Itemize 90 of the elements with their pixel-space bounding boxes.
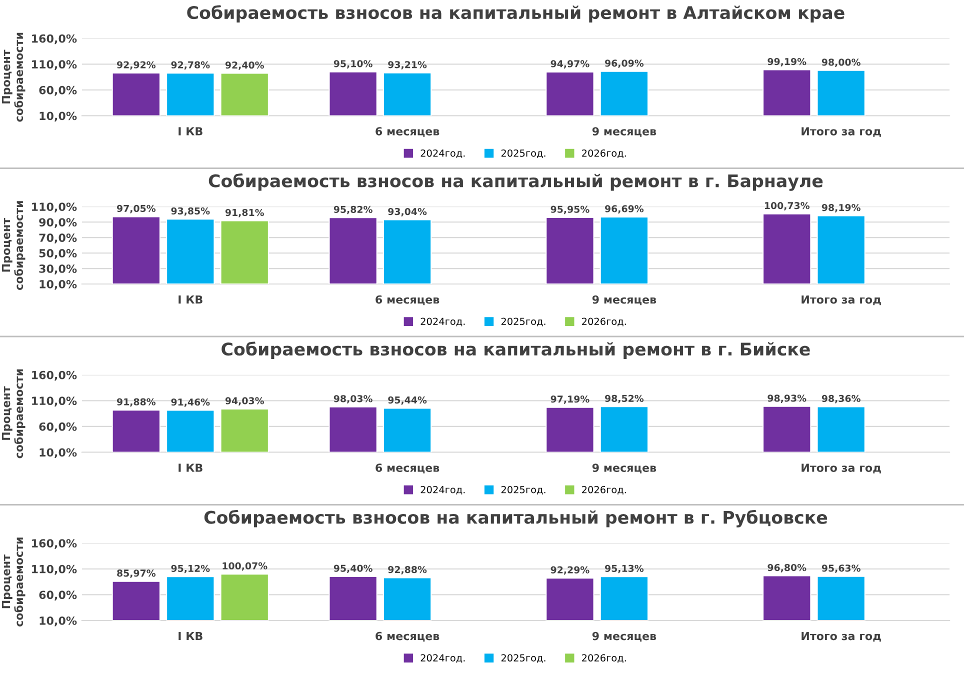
chart-title: Собираемость взносов на капитальный ремонт в г. Бийске	[222, 342, 810, 360]
data-label: 95,13%	[605, 564, 644, 574]
data-label: 96,69%	[605, 205, 644, 214]
y-tick-label: 160,0%	[32, 34, 77, 44]
data-label: 93,04%	[388, 208, 427, 216]
data-label: 95,63%	[822, 564, 860, 573]
x-tick-label: 6 месяцев	[376, 464, 440, 474]
data-label: 98,52%	[605, 394, 644, 404]
legend-label: 2025год.	[501, 149, 546, 158]
y-axis-title: Процент собираемости	[2, 538, 26, 626]
data-label: 98,36%	[822, 394, 860, 404]
x-tick-label: Итого за год	[802, 127, 881, 137]
data-label: 92,78%	[171, 61, 210, 70]
data-label: 92,88%	[388, 566, 427, 574]
y-tick-label: 30,0%	[39, 264, 77, 274]
data-label: 95,82%	[334, 206, 372, 214]
chart-title: Собираемость взносов на капитальный ремонт в Алтайском крае	[187, 5, 844, 23]
x-tick-label: 6 месяцев	[376, 295, 440, 306]
y-axis-title: Процент собираемости	[2, 201, 26, 290]
chart-title: Собираемость взносов на капитальный ремонт в г. Барнауле	[208, 173, 823, 191]
data-label: 100,07%	[222, 562, 268, 571]
y-tick-label: 110,0%	[32, 396, 77, 406]
legend-label: 2024год.	[420, 654, 465, 663]
x-tick-label: Итого за год	[802, 295, 881, 306]
data-label: 97,19%	[550, 396, 590, 404]
y-tick-label: 110,0%	[32, 564, 77, 575]
legend-label: 2026год.	[582, 654, 626, 663]
x-tick-label: Итого за год	[802, 464, 881, 474]
legend-label: 2026год.	[582, 486, 626, 495]
x-tick-label: 6 месяцев	[376, 127, 440, 137]
data-label: 92,29%	[550, 566, 590, 575]
data-label: 95,40%	[334, 564, 372, 574]
x-tick-label: I КВ	[178, 295, 202, 304]
y-axis-title: Процент собираемости	[2, 32, 26, 122]
y-tick-label: 160,0%	[32, 539, 77, 549]
data-label: 98,00%	[822, 58, 860, 67]
data-label: 92,92%	[116, 61, 156, 70]
data-label: 85,97%	[117, 570, 156, 578]
y-tick-label: 60,0%	[39, 86, 77, 96]
legend-label: 2025год.	[501, 654, 546, 663]
data-label: 91,81%	[225, 208, 264, 218]
y-tick-label: 60,0%	[39, 422, 77, 432]
y-tick-label: 50,0%	[39, 249, 77, 259]
y-tick-label: 90,0%	[39, 218, 77, 228]
data-label: 91,88%	[116, 398, 156, 407]
x-tick-label: I КВ	[178, 127, 202, 136]
y-tick-label: 10,0%	[40, 112, 77, 122]
y-tick-label: 160,0%	[32, 370, 77, 381]
legend-label: 2024год.	[420, 149, 465, 158]
data-label: 94,97%	[550, 60, 590, 69]
x-tick-label: 9 месяцев	[592, 632, 656, 642]
x-tick-label: 6 месяцев	[376, 632, 440, 642]
y-tick-label: 110,0%	[32, 60, 77, 70]
data-label: 93,85%	[171, 207, 210, 216]
y-tick-label: 70,0%	[39, 234, 77, 244]
data-label: 93,21%	[388, 61, 427, 70]
legend-label: 2026год.	[582, 149, 626, 158]
y-tick-label: 110,0%	[32, 202, 77, 212]
legend-label: 2024год.	[420, 486, 465, 495]
y-tick-label: 10,0%	[40, 616, 77, 626]
data-label: 95,95%	[550, 206, 590, 214]
data-label: 94,03%	[225, 397, 264, 406]
x-tick-label: 9 месяцев	[592, 464, 656, 474]
data-label: 95,12%	[171, 564, 210, 574]
chart-title: Собираемость взносов на капитальный ремонт в г. Рубцовске	[204, 510, 828, 528]
data-label: 100,73%	[764, 202, 810, 210]
legend-label: 2024год.	[420, 318, 465, 326]
data-label: 95,10%	[334, 60, 372, 68]
legend-label: 2025год.	[501, 318, 546, 326]
data-label: 97,05%	[116, 204, 156, 214]
y-tick-label: 10,0%	[40, 448, 77, 458]
data-label: 98,93%	[768, 394, 806, 403]
data-label: 92,40%	[225, 61, 264, 70]
data-label: 96,80%	[768, 564, 806, 572]
y-tick-label: 60,0%	[39, 590, 77, 601]
data-label: 98,03%	[334, 395, 372, 404]
data-label: 91,46%	[171, 398, 210, 407]
y-axis-title: Процент собираемости	[2, 369, 26, 458]
x-tick-label: I КВ	[178, 464, 202, 472]
data-label: 95,44%	[388, 396, 427, 405]
data-label: 96,09%	[605, 60, 644, 68]
y-tick-label: 10,0%	[40, 280, 77, 290]
x-tick-label: 9 месяцев	[592, 295, 656, 306]
data-label: 99,19%	[768, 58, 806, 66]
data-label: 98,19%	[822, 204, 860, 212]
legend-label: 2025год.	[501, 486, 546, 495]
x-tick-label: 9 месяцев	[592, 127, 656, 137]
x-tick-label: I КВ	[178, 632, 202, 640]
legend-label: 2026год.	[582, 318, 626, 326]
x-tick-label: Итого за год	[802, 632, 881, 642]
